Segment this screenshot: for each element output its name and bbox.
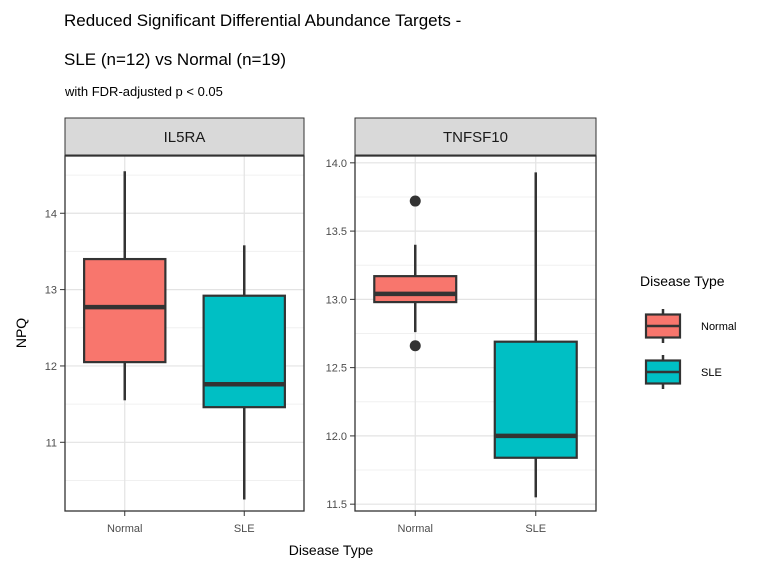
y-tick-label: 14.0 [326, 158, 347, 170]
box-sle [493, 172, 578, 498]
y-tick-label: 11.5 [326, 499, 347, 511]
y-tick-label: 12.0 [326, 431, 347, 443]
x-tick-label: SLE [525, 523, 546, 535]
y-tick-label: 13.0 [326, 294, 347, 306]
facet-panel-tnfsf10: TNFSF10 11.5 12.0 12.5 13.0 13.5 14.0 Normal SLE [326, 117, 597, 535]
box-body [493, 340, 578, 459]
panel-border [354, 155, 597, 512]
chart-subtitle: with FDR-adjusted p < 0.05 [64, 84, 223, 99]
legend-label: SLE [701, 367, 722, 379]
x-tick-label: SLE [234, 523, 255, 535]
y-tick-label: 13 [45, 285, 57, 297]
y-tick-label: 11 [46, 437, 57, 449]
x-tick-label: Normal [398, 523, 433, 535]
y-tick-label: 12 [45, 361, 57, 373]
x-axis-label: Disease Type [289, 542, 374, 558]
chart-title-line2: SLE (n=12) vs Normal (n=19) [64, 50, 286, 69]
box-normal [373, 195, 458, 352]
facet-strip [64, 117, 305, 156]
legend-label: Normal [701, 321, 736, 333]
box-sle [202, 245, 286, 500]
box-normal [83, 171, 167, 401]
y-tick-label: 14 [45, 208, 57, 220]
x-tick-label: Normal [107, 523, 142, 535]
legend-item-normal: Normal [644, 309, 736, 343]
facet-label: TNFSF10 [443, 129, 508, 146]
box-body [373, 275, 458, 304]
outlier-point [409, 195, 421, 207]
facet-panel-il5ra: IL5RA 11 12 13 14 Normal SLE [45, 117, 305, 535]
box-body [202, 294, 286, 409]
legend-title: Disease Type [640, 273, 725, 289]
chart-title-line1: Reduced Significant Differential Abundan… [64, 11, 461, 30]
y-axis-label: NPQ [13, 318, 29, 348]
facet-label: IL5RA [164, 129, 206, 146]
panel-border [64, 155, 305, 512]
outlier-point [409, 340, 421, 352]
legend: Disease Type Normal SLE [640, 273, 736, 389]
legend-item-sle: SLE [644, 355, 722, 389]
facet-strip [354, 117, 597, 156]
y-tick-label: 13.5 [326, 226, 347, 238]
y-tick-label: 12.5 [326, 363, 347, 375]
facet-panels: IL5RA 11 12 13 14 Normal SLE TNFSF10 11.5 12.0 12.… [45, 117, 597, 535]
box-body [83, 257, 167, 364]
